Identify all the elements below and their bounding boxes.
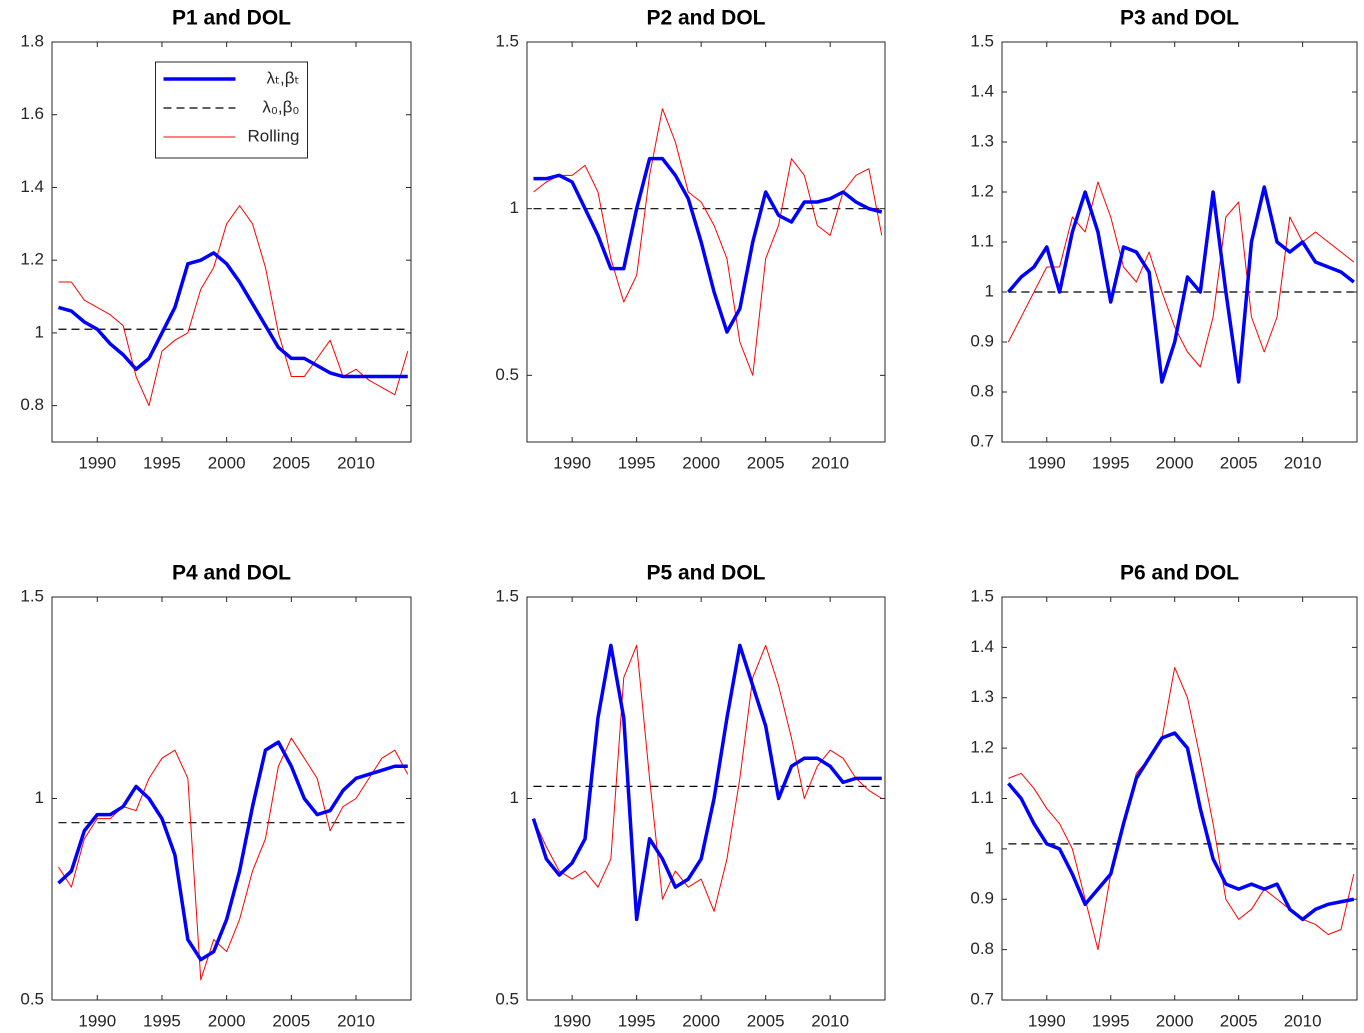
axes-box	[1001, 41, 1358, 443]
x-tick-label: 1995	[1092, 1011, 1130, 1030]
x-tick-label: 2000	[208, 453, 246, 472]
y-tick-label: 1	[510, 198, 519, 217]
x-tick-label: 2005	[747, 1011, 785, 1030]
y-tick-label: 1.1	[970, 788, 994, 807]
subplot-title: P3 and DOL	[1120, 7, 1239, 30]
series-line	[58, 205, 409, 407]
x-tick-label: 2000	[208, 1011, 246, 1030]
subplot-title: P4 and DOL	[172, 562, 291, 585]
y-tick-label: 1.3	[970, 131, 994, 150]
series-line	[1008, 667, 1355, 951]
legend-label: Rolling	[248, 126, 300, 145]
axes-box	[1001, 596, 1358, 1001]
y-tick-label: 0.8	[970, 381, 994, 400]
subplot: P4 and DOL 0.5 1 1.5 1990 1995 2000 2005 2010	[20, 562, 412, 1030]
y-tick-label: 1	[35, 322, 44, 341]
y-tick-label: 1.4	[20, 177, 44, 196]
x-tick-label: 1995	[143, 453, 181, 472]
x-tick-label: 1990	[1028, 453, 1066, 472]
legend-label: λ₀,β₀	[262, 97, 299, 116]
axes-box	[526, 41, 886, 443]
y-tick-label: 1.1	[970, 231, 994, 250]
y-tick-label: 1.5	[495, 586, 519, 605]
x-tick-label: 2010	[337, 1011, 375, 1030]
y-tick-label: 0.7	[970, 431, 994, 450]
axes-box	[526, 596, 886, 1001]
x-tick-label: 2000	[1156, 453, 1194, 472]
x-tick-label: 2005	[1220, 1011, 1258, 1030]
y-tick-label: 1.4	[970, 81, 994, 100]
x-tick-label: 2005	[272, 1011, 310, 1030]
x-tick-label: 1990	[78, 453, 116, 472]
x-tick-label: 2010	[811, 1011, 849, 1030]
axes-box	[51, 41, 412, 443]
subplot-title: P2 and DOL	[646, 7, 765, 30]
y-tick-label: 1	[510, 788, 519, 807]
y-tick-label: 1.5	[20, 586, 44, 605]
x-tick-label: 1995	[618, 1011, 656, 1030]
subplot: P6 and DOL 0.7 0.8 0.9 1 1.1 1.2 1.3 1.4 1.5 1990 1…	[970, 562, 1358, 1030]
y-tick-label: 1.6	[20, 104, 44, 123]
y-tick-label: 1.5	[970, 31, 994, 50]
y-tick-label: 1	[985, 838, 994, 857]
series-line	[531, 643, 882, 922]
subplot-title: P5 and DOL	[646, 562, 765, 585]
series-line	[532, 644, 883, 912]
y-tick-label: 1.8	[20, 31, 44, 50]
x-tick-label: 2010	[1284, 1011, 1322, 1030]
subplot-title: P6 and DOL	[1120, 562, 1239, 585]
subplot: P3 and DOL 0.7 0.8 0.9 1 1.1 1.2 1.3 1.4 1.5 1990 1…	[970, 7, 1358, 472]
y-tick-label: 0.5	[495, 365, 519, 384]
y-tick-label: 1.3	[970, 687, 994, 706]
y-tick-label: 1.5	[970, 586, 994, 605]
x-tick-label: 2010	[337, 453, 375, 472]
y-tick-label: 0.8	[970, 939, 994, 958]
series-line	[533, 108, 883, 376]
x-tick-label: 1995	[618, 453, 656, 472]
subplot: P5 and DOL 0.5 1 1.5 1990 1995 2000 2005 2010	[495, 562, 886, 1030]
subplot-title: P1 and DOL	[172, 7, 291, 30]
series-line	[57, 251, 408, 379]
y-tick-label: 0.8	[20, 395, 44, 414]
subplot: P1 and DOL 0.8 1 1.2 1.4 1.6 1.8 1990 1995 2000 20…	[20, 7, 412, 472]
x-tick-label: 1990	[553, 453, 591, 472]
legend-label: λₜ,βₜ	[266, 68, 299, 87]
x-tick-label: 2005	[1220, 453, 1258, 472]
y-tick-label: 0.9	[970, 331, 994, 350]
x-tick-label: 1990	[553, 1011, 591, 1030]
y-tick-label: 1.2	[970, 738, 994, 757]
series-line	[57, 740, 408, 962]
x-tick-label: 1995	[1092, 453, 1130, 472]
x-tick-label: 2000	[1156, 1011, 1194, 1030]
y-tick-label: 1.4	[970, 637, 994, 656]
x-tick-label: 1990	[1028, 1011, 1066, 1030]
series-line	[1007, 185, 1355, 384]
y-tick-label: 0.7	[970, 989, 994, 1008]
series-line	[1007, 731, 1355, 922]
x-tick-label: 2010	[811, 453, 849, 472]
x-tick-label: 1995	[143, 1011, 181, 1030]
series-line	[533, 156, 883, 334]
axes-box	[51, 596, 412, 1001]
x-tick-label: 2005	[272, 453, 310, 472]
y-tick-label: 0.5	[495, 989, 519, 1008]
x-tick-label: 1990	[78, 1011, 116, 1030]
y-tick-label: 1.2	[20, 250, 44, 269]
y-tick-label: 1.5	[495, 31, 519, 50]
series-line	[58, 737, 409, 981]
x-tick-label: 2010	[1284, 453, 1322, 472]
x-tick-label: 2005	[747, 453, 785, 472]
y-tick-label: 0.9	[970, 889, 994, 908]
subplot: P2 and DOL 0.5 1 1.5 1990 1995 2000 2005 2010	[495, 7, 886, 472]
y-tick-label: 1	[985, 281, 994, 300]
y-tick-label: 1	[35, 788, 44, 807]
y-tick-label: 1.2	[970, 181, 994, 200]
series-line	[1007, 181, 1355, 368]
x-tick-label: 2000	[682, 453, 720, 472]
x-tick-label: 2000	[682, 1011, 720, 1030]
y-tick-label: 0.5	[20, 989, 44, 1008]
